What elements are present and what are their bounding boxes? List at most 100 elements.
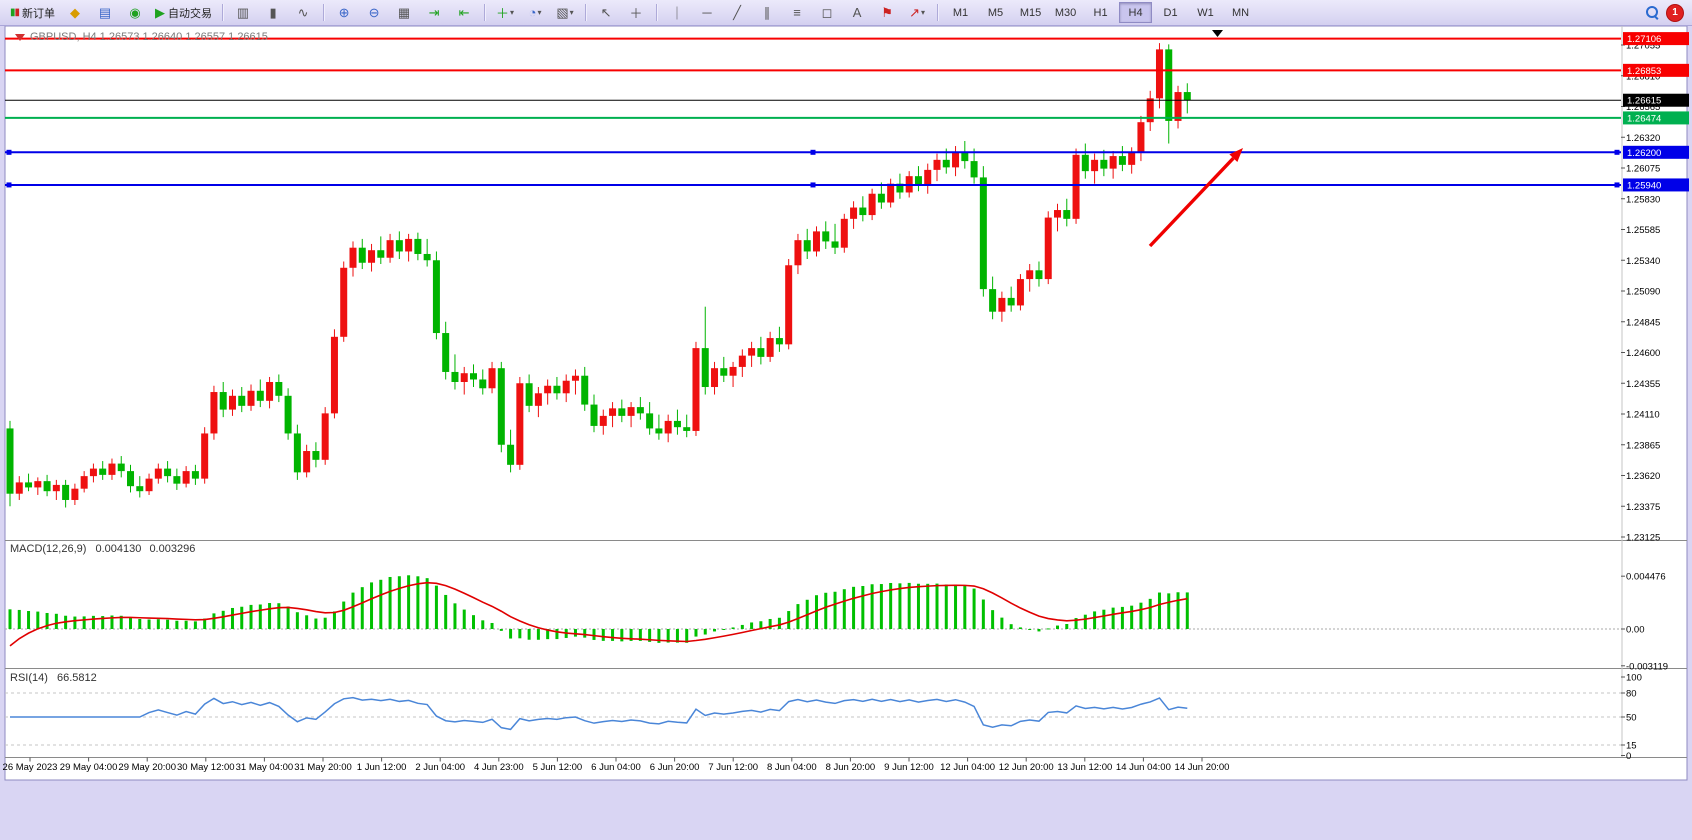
shapes-button[interactable]: ◻ xyxy=(813,1,841,24)
auto-scroll-button[interactable]: ⇥ xyxy=(420,1,448,24)
navigator-icon: ◉ xyxy=(129,4,141,20)
line-chart-button[interactable]: ∿ xyxy=(289,1,317,24)
macd-histogram-bar xyxy=(777,617,781,629)
trendline-button[interactable]: ╱ xyxy=(723,1,751,24)
annotation-arrow-head[interactable] xyxy=(1229,148,1243,162)
macd-histogram-bar xyxy=(73,616,77,629)
macd-histogram-bar xyxy=(305,615,309,629)
chevron-down-icon: ▾ xyxy=(920,8,925,17)
macd-histogram-bar xyxy=(36,611,40,629)
new-order-button[interactable]: ▮ ▮ 新订单 xyxy=(6,1,59,24)
candle xyxy=(562,380,570,394)
macd-histogram-bar xyxy=(82,616,86,629)
bar-chart-button[interactable]: ▥ xyxy=(229,1,257,24)
annotation-arrow[interactable] xyxy=(1148,156,1235,248)
candle xyxy=(1100,159,1108,169)
macd-histogram-bar xyxy=(388,576,392,629)
macd-histogram-bar xyxy=(638,629,642,641)
tile-windows-button[interactable]: ▦ xyxy=(390,1,418,24)
line-handle[interactable] xyxy=(1614,149,1620,155)
candle xyxy=(497,368,505,445)
toolbar-separator xyxy=(585,4,587,21)
rsi-axis-label: 15 xyxy=(1626,741,1637,752)
timeframe-button-h1[interactable]: H1 xyxy=(1093,6,1108,19)
indicators-icon: ＋ xyxy=(496,6,510,21)
macd-histogram-bar xyxy=(833,591,837,629)
candle xyxy=(979,177,987,290)
macd-histogram-bar xyxy=(45,612,49,629)
macd-signal-value: 0.003296 xyxy=(149,543,196,555)
channel-button[interactable]: ∥ xyxy=(753,1,781,24)
notification-badge[interactable]: 1 xyxy=(1667,4,1683,21)
text-button[interactable]: A xyxy=(843,1,871,24)
line-handle[interactable] xyxy=(1614,182,1620,188)
macd-histogram-bar xyxy=(416,576,420,629)
rsi-axis-label: 0 xyxy=(1626,751,1631,762)
candle xyxy=(43,481,51,492)
time-axis-label: 12 Jun 20:00 xyxy=(999,762,1054,773)
timeframe-button-w1[interactable]: W1 xyxy=(1197,6,1214,19)
price-axis-label: 1.25340 xyxy=(1626,256,1660,267)
candle xyxy=(840,218,848,248)
macd-histogram-bar xyxy=(462,609,466,629)
timeframe-group: M1 M5 M15 M30 H1 H4 D1 W1 MN xyxy=(943,2,1258,23)
macd-histogram-bar xyxy=(1056,625,1060,629)
autotrade-button[interactable]: ▶ 自动交易 xyxy=(151,1,216,24)
label-flag-button[interactable]: ⚑ xyxy=(873,1,901,24)
macd-histogram-bar xyxy=(221,610,225,629)
timeframe-button-m15[interactable]: M15 xyxy=(1019,6,1042,19)
candle xyxy=(256,390,264,401)
candle xyxy=(701,348,709,388)
search-icon[interactable] xyxy=(1646,6,1659,19)
candle xyxy=(812,231,820,252)
zoom-out-button[interactable]: ⊖ xyxy=(360,1,388,24)
price-axis-label: 1.25090 xyxy=(1626,287,1660,298)
profiles-button[interactable]: ▤ xyxy=(91,1,119,24)
timeframe-button-h4[interactable]: H4 xyxy=(1119,2,1153,23)
template-icon: ▧ xyxy=(556,4,569,20)
candle xyxy=(803,240,811,252)
candlestick-button[interactable]: ▮ xyxy=(259,1,287,24)
line-handle[interactable] xyxy=(6,149,12,155)
navigator-button[interactable]: ◉ xyxy=(121,1,149,24)
candle xyxy=(599,415,607,426)
vertical-line-icon: ｜ xyxy=(670,6,684,21)
timeframe-button-d1[interactable]: D1 xyxy=(1163,6,1178,19)
macd-histogram-bar xyxy=(203,618,207,629)
toolbar-separator xyxy=(656,4,658,21)
time-axis-label: 13 Jun 12:00 xyxy=(1057,762,1112,773)
arrows-button[interactable]: ↗ ▾ xyxy=(903,1,931,24)
fibonacci-button[interactable]: ≡ xyxy=(783,1,811,24)
timeframe-button-m1[interactable]: M1 xyxy=(952,6,969,19)
chart-shift-button[interactable]: ⇤ xyxy=(450,1,478,24)
macd-histogram-bar xyxy=(1083,614,1087,629)
timeframe-button-mn[interactable]: MN xyxy=(1231,6,1250,19)
macd-histogram-bar xyxy=(629,629,633,641)
templates-button[interactable]: ▧ ▾ xyxy=(551,1,579,24)
market-watch-button[interactable]: ◆ xyxy=(61,1,89,24)
cursor-button[interactable]: ↖ xyxy=(592,1,620,24)
candle xyxy=(636,407,644,414)
macd-histogram-bar xyxy=(536,629,540,640)
vertical-line-button[interactable]: ｜ xyxy=(663,1,691,24)
macd-histogram-bar xyxy=(889,582,893,629)
zoom-in-button[interactable]: ⊕ xyxy=(330,1,358,24)
candle xyxy=(442,333,450,372)
line-handle[interactable] xyxy=(6,182,12,188)
candle xyxy=(1007,297,1015,306)
candle xyxy=(210,392,218,434)
timeframe-button-m5[interactable]: M5 xyxy=(987,6,1004,19)
candle xyxy=(646,413,654,429)
candle xyxy=(321,413,329,460)
line-handle[interactable] xyxy=(810,149,816,155)
line-handle[interactable] xyxy=(810,182,816,188)
periods-button[interactable]: ◔ ▾ xyxy=(521,1,549,24)
macd-histogram-bar xyxy=(240,606,244,629)
timeframe-button-m30[interactable]: M30 xyxy=(1054,6,1077,19)
crosshair-button[interactable]: ＋ xyxy=(622,1,650,24)
candle xyxy=(831,241,839,248)
indicators-button[interactable]: ＋ ▾ xyxy=(491,1,519,24)
horizontal-line-button[interactable]: ─ xyxy=(693,1,721,24)
candle xyxy=(108,463,116,475)
